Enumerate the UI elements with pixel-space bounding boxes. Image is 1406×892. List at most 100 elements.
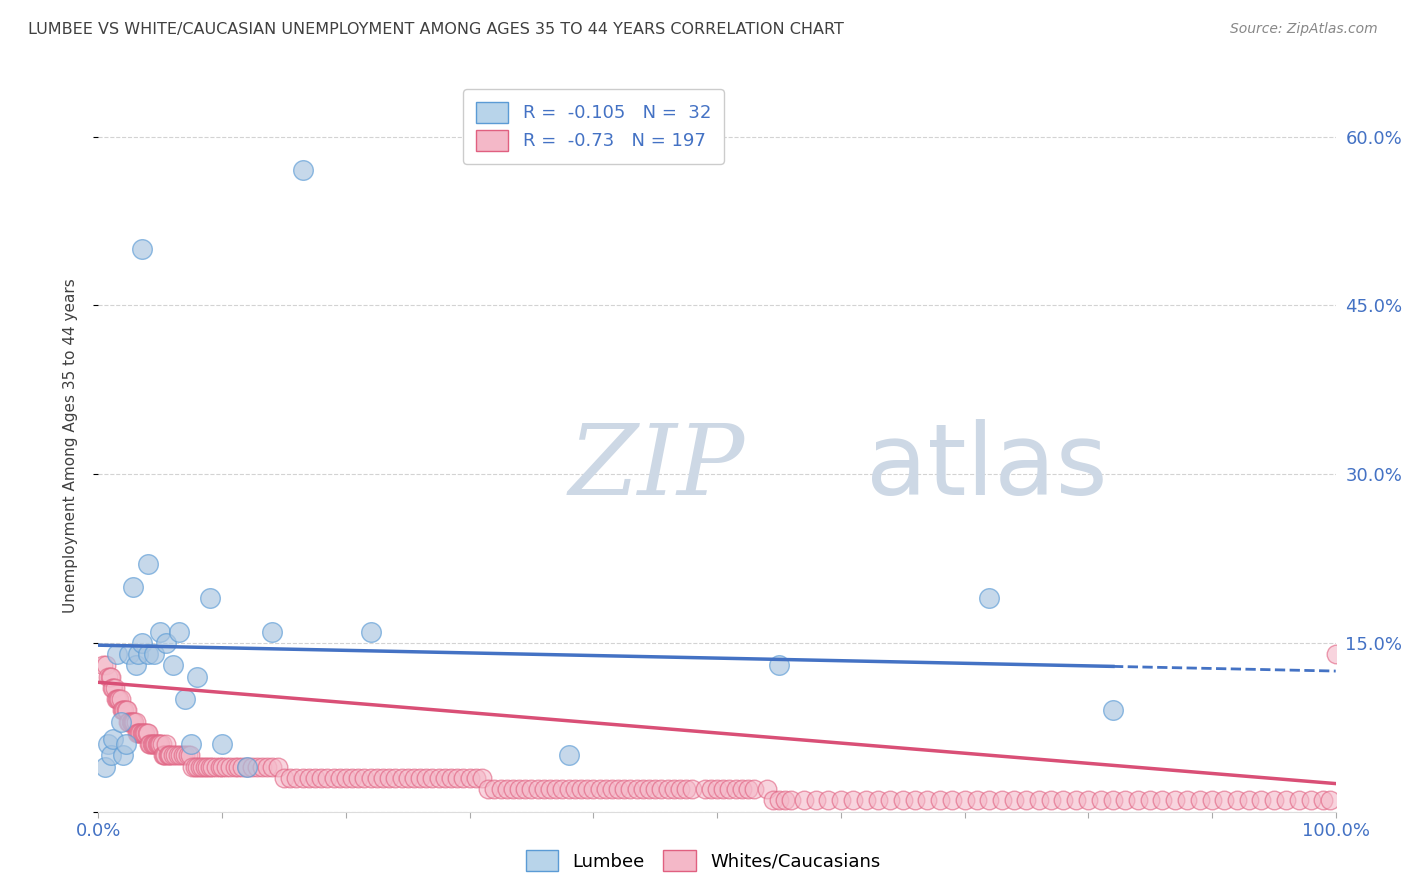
Point: [159, 748, 181, 763]
Point: [706, 782, 728, 797]
Point: [124, 714, 146, 729]
Point: [564, 782, 586, 797]
Point: [768, 793, 790, 807]
Point: [112, 748, 135, 763]
Text: atlas: atlas: [866, 419, 1107, 516]
Point: [402, 771, 425, 785]
Point: [762, 793, 785, 807]
Point: [711, 782, 734, 797]
Point: [153, 748, 176, 763]
Point: [340, 771, 363, 785]
Point: [114, 703, 136, 717]
Point: [569, 782, 592, 797]
Point: [1201, 793, 1223, 807]
Point: [112, 703, 135, 717]
Point: [208, 760, 231, 774]
Point: [538, 782, 561, 797]
Point: [174, 748, 197, 763]
Point: [188, 760, 211, 774]
Point: [236, 760, 259, 774]
Point: [322, 771, 344, 785]
Point: [515, 782, 537, 797]
Point: [446, 771, 468, 785]
Point: [1299, 793, 1322, 807]
Point: [669, 782, 692, 797]
Point: [139, 737, 162, 751]
Point: [879, 793, 901, 807]
Point: [928, 793, 950, 807]
Point: [127, 647, 149, 661]
Point: [409, 771, 432, 785]
Point: [115, 703, 138, 717]
Point: [904, 793, 927, 807]
Point: [260, 624, 283, 639]
Point: [477, 782, 499, 797]
Point: [619, 782, 641, 797]
Point: [953, 793, 976, 807]
Point: [1077, 793, 1099, 807]
Point: [111, 703, 134, 717]
Point: [157, 748, 180, 763]
Point: [644, 782, 666, 797]
Point: [626, 782, 648, 797]
Point: [205, 760, 228, 774]
Point: [240, 760, 263, 774]
Point: [285, 771, 308, 785]
Point: [156, 748, 179, 763]
Point: [181, 760, 204, 774]
Point: [110, 692, 132, 706]
Point: [194, 760, 217, 774]
Legend: R =  -0.105   N =  32, R =  -0.73   N = 197: R = -0.105 N = 32, R = -0.73 N = 197: [463, 89, 724, 163]
Point: [533, 782, 555, 797]
Point: [502, 782, 524, 797]
Point: [1152, 793, 1174, 807]
Point: [718, 782, 741, 797]
Point: [613, 782, 636, 797]
Point: [131, 636, 153, 650]
Point: [422, 771, 444, 785]
Point: [101, 681, 124, 695]
Point: [162, 748, 184, 763]
Point: [657, 782, 679, 797]
Point: [335, 771, 357, 785]
Point: [384, 771, 406, 785]
Point: [1213, 793, 1236, 807]
Point: [110, 714, 132, 729]
Point: [100, 748, 122, 763]
Point: [118, 714, 141, 729]
Point: [391, 771, 413, 785]
Point: [128, 726, 150, 740]
Point: [142, 737, 165, 751]
Point: [1263, 793, 1285, 807]
Point: [174, 692, 197, 706]
Point: [1102, 793, 1125, 807]
Point: [638, 782, 661, 797]
Point: [755, 782, 778, 797]
Point: [557, 748, 579, 763]
Point: [211, 760, 233, 774]
Point: [143, 737, 166, 751]
Point: [576, 782, 599, 797]
Point: [371, 771, 394, 785]
Point: [360, 771, 382, 785]
Point: [1064, 793, 1087, 807]
Point: [135, 726, 157, 740]
Point: [508, 782, 530, 797]
Point: [526, 782, 548, 797]
Point: [93, 760, 115, 774]
Point: [366, 771, 388, 785]
Point: [1226, 793, 1249, 807]
Legend: Lumbee, Whites/Caucasians: Lumbee, Whites/Caucasians: [519, 843, 887, 879]
Point: [124, 714, 146, 729]
Point: [172, 748, 194, 763]
Point: [458, 771, 481, 785]
Point: [546, 782, 568, 797]
Point: [162, 658, 184, 673]
Point: [1288, 793, 1310, 807]
Point: [347, 771, 370, 785]
Point: [186, 760, 208, 774]
Point: [1237, 793, 1260, 807]
Point: [742, 782, 765, 797]
Point: [226, 760, 249, 774]
Point: [201, 760, 224, 774]
